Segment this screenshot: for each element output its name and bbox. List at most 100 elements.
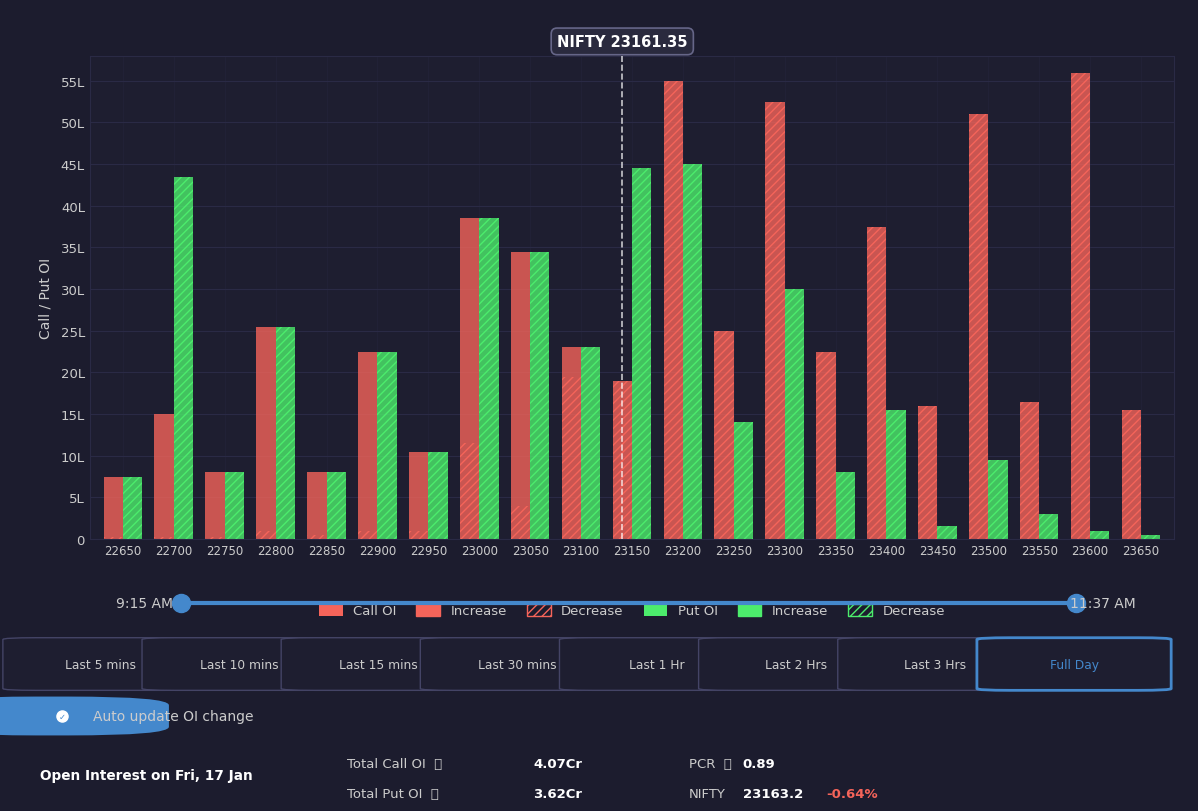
Bar xyxy=(683,165,702,539)
FancyBboxPatch shape xyxy=(143,638,337,690)
Text: NIFTY 23161.35: NIFTY 23161.35 xyxy=(557,35,688,49)
Bar xyxy=(479,219,498,539)
Bar xyxy=(531,252,550,539)
Bar xyxy=(409,531,429,539)
Bar xyxy=(633,169,652,539)
Text: Last 30 mins: Last 30 mins xyxy=(478,658,557,671)
Bar xyxy=(205,473,225,539)
Text: Last 10 mins: Last 10 mins xyxy=(200,658,278,671)
Bar xyxy=(358,531,377,539)
Bar xyxy=(766,102,785,539)
Bar xyxy=(276,327,295,539)
Bar xyxy=(1121,410,1140,539)
Bar xyxy=(867,227,887,539)
Bar xyxy=(510,506,531,539)
Bar xyxy=(969,115,988,539)
Bar xyxy=(1090,531,1109,539)
Bar xyxy=(225,473,244,539)
Y-axis label: Call / Put OI: Call / Put OI xyxy=(38,258,53,338)
Bar xyxy=(103,477,123,539)
Bar xyxy=(155,538,174,539)
Bar xyxy=(633,169,652,539)
Bar xyxy=(1019,402,1039,539)
Bar xyxy=(918,406,937,539)
Bar xyxy=(816,352,835,539)
Bar xyxy=(887,410,906,539)
Bar xyxy=(225,473,244,539)
Bar xyxy=(103,538,123,539)
Bar xyxy=(123,477,143,539)
Text: Full Day: Full Day xyxy=(1049,658,1099,671)
Bar xyxy=(460,444,479,539)
Bar xyxy=(174,178,193,539)
Bar xyxy=(276,327,295,539)
Bar xyxy=(664,82,683,539)
Bar xyxy=(733,423,754,539)
Bar xyxy=(1090,531,1109,539)
Bar xyxy=(510,252,531,539)
Bar xyxy=(358,352,377,539)
Text: Last 2 Hrs: Last 2 Hrs xyxy=(764,658,827,671)
Bar xyxy=(816,352,835,539)
Bar xyxy=(256,531,276,539)
Bar xyxy=(785,290,804,539)
Text: Last 1 Hr: Last 1 Hr xyxy=(629,658,684,671)
Text: Total Call OI  ⓘ: Total Call OI ⓘ xyxy=(347,757,443,770)
Bar xyxy=(937,527,957,539)
Bar xyxy=(835,473,855,539)
Bar xyxy=(377,352,397,539)
Text: 23163.2: 23163.2 xyxy=(743,787,803,800)
FancyBboxPatch shape xyxy=(837,638,1031,690)
Text: 11:37 AM: 11:37 AM xyxy=(1070,596,1136,611)
Bar xyxy=(918,406,937,539)
Bar xyxy=(1140,535,1161,539)
FancyBboxPatch shape xyxy=(976,638,1172,690)
Bar xyxy=(531,252,550,539)
Text: -0.64%: -0.64% xyxy=(827,787,878,800)
FancyBboxPatch shape xyxy=(420,638,615,690)
Bar xyxy=(988,461,1008,539)
Bar xyxy=(1071,74,1090,539)
FancyBboxPatch shape xyxy=(0,697,169,736)
Text: Last 3 Hrs: Last 3 Hrs xyxy=(903,658,966,671)
Text: 0.89: 0.89 xyxy=(743,757,775,770)
Text: Last 15 mins: Last 15 mins xyxy=(339,658,418,671)
Bar xyxy=(562,348,581,539)
Bar xyxy=(714,332,733,539)
Text: 9:15 AM: 9:15 AM xyxy=(116,596,174,611)
FancyBboxPatch shape xyxy=(282,638,476,690)
Bar xyxy=(1019,402,1039,539)
Text: ✓: ✓ xyxy=(59,711,66,721)
Bar xyxy=(327,473,346,539)
Bar xyxy=(307,473,327,539)
Bar xyxy=(581,348,600,539)
Bar xyxy=(205,538,225,539)
Bar xyxy=(479,219,498,539)
Bar xyxy=(988,461,1008,539)
Bar xyxy=(612,381,633,539)
Bar xyxy=(155,414,174,539)
Text: 3.62Cr: 3.62Cr xyxy=(533,787,582,800)
Text: Total Put OI  ⓘ: Total Put OI ⓘ xyxy=(347,787,440,800)
Bar xyxy=(581,348,600,539)
Bar xyxy=(256,327,276,539)
Text: NIFTY: NIFTY xyxy=(689,787,726,800)
Bar xyxy=(1140,535,1161,539)
Bar xyxy=(1071,74,1090,539)
Text: 4.07Cr: 4.07Cr xyxy=(533,757,582,770)
Text: Auto update OI change: Auto update OI change xyxy=(93,709,254,723)
Text: Last 5 mins: Last 5 mins xyxy=(65,658,135,671)
FancyBboxPatch shape xyxy=(698,638,893,690)
Bar xyxy=(1039,514,1059,539)
Text: Open Interest on Fri, 17 Jan: Open Interest on Fri, 17 Jan xyxy=(41,768,253,782)
Bar xyxy=(174,178,193,539)
Bar xyxy=(867,227,887,539)
Bar xyxy=(327,473,346,539)
Bar xyxy=(1039,514,1059,539)
Bar xyxy=(429,452,448,539)
Bar xyxy=(1121,410,1140,539)
Bar xyxy=(377,352,397,539)
Bar xyxy=(714,332,733,539)
Bar xyxy=(409,452,429,539)
Text: PCR  ⓘ: PCR ⓘ xyxy=(689,757,732,770)
